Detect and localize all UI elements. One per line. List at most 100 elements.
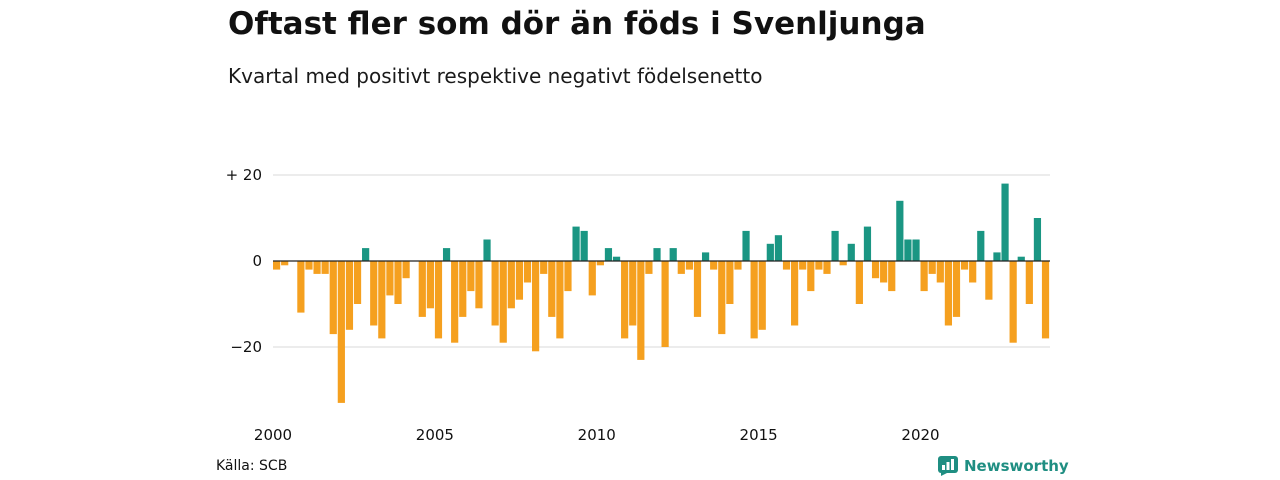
bar (337, 261, 345, 403)
bar (896, 200, 904, 261)
bar (904, 239, 912, 261)
bar (750, 261, 758, 339)
bar (394, 261, 402, 304)
bar-chart: + 20 0 −20 2000 2005 2010 2015 2020 (226, 166, 1050, 444)
bar (1033, 218, 1042, 261)
x-tick-label: 2010 (578, 426, 616, 444)
x-tick-label: 2020 (901, 426, 939, 444)
bar (791, 261, 799, 326)
bar (434, 261, 443, 339)
bar (273, 261, 281, 270)
bar (297, 261, 305, 313)
bar (281, 261, 289, 266)
bar (1025, 261, 1033, 304)
source-note: Källa: SCB (216, 458, 288, 474)
bar (985, 261, 993, 300)
bar (1001, 183, 1009, 261)
bar (572, 226, 580, 261)
bar (426, 261, 434, 309)
bar (718, 261, 726, 335)
bar (936, 261, 944, 283)
bar (475, 261, 483, 309)
newsworthy-logo: Newsworthy (938, 456, 1069, 476)
y-tick-label: −20 (230, 338, 262, 356)
bar (774, 235, 783, 261)
bar (701, 252, 710, 261)
bar (653, 248, 661, 261)
y-tick-label: 0 (252, 252, 262, 270)
bar (969, 261, 977, 283)
bar (507, 261, 515, 309)
bar (321, 261, 329, 274)
bar (960, 261, 969, 270)
bar (693, 261, 702, 317)
bar (928, 261, 936, 274)
bar (459, 261, 467, 317)
bar (418, 261, 426, 317)
bar (815, 261, 823, 270)
bar (612, 256, 621, 261)
x-tick-label: 2005 (416, 426, 454, 444)
bar (370, 261, 378, 326)
bar (386, 261, 394, 296)
bar (855, 261, 863, 304)
bar (685, 261, 693, 270)
bar (588, 261, 596, 296)
bar (710, 261, 718, 270)
bar (952, 261, 961, 317)
bar (661, 261, 669, 347)
chart-title: Oftast fler som dör än föds i Svenljunga (228, 6, 926, 42)
bar (313, 261, 321, 274)
bar (499, 261, 507, 343)
bar (378, 261, 386, 339)
bar (920, 261, 928, 292)
bar (564, 261, 572, 292)
x-tick-label: 2015 (740, 426, 778, 444)
bar (677, 261, 685, 274)
bar (442, 248, 451, 261)
bar (548, 261, 556, 317)
chart-subtitle: Kvartal med positivt respektive negativt… (228, 64, 763, 88)
bar (402, 261, 410, 279)
bar (305, 261, 313, 270)
newsworthy-logo-icon (938, 456, 958, 476)
bar (467, 261, 475, 292)
bar (629, 261, 637, 326)
bar (596, 261, 604, 266)
bar (726, 261, 734, 304)
bar (362, 248, 370, 261)
bar (1009, 261, 1017, 343)
bar (993, 252, 1001, 261)
bar (742, 230, 750, 261)
bar (880, 261, 888, 283)
bar (637, 261, 645, 360)
bar (847, 243, 855, 261)
bar (766, 243, 774, 261)
x-tick-label: 2000 (254, 426, 292, 444)
bar (782, 261, 791, 270)
bar (491, 261, 499, 326)
y-tick-label: + 20 (226, 166, 262, 184)
bar (515, 261, 524, 300)
bar (944, 261, 952, 326)
bar (621, 261, 629, 339)
bar (888, 261, 896, 292)
bar (451, 261, 459, 343)
bar (353, 261, 362, 304)
brand-name: Newsworthy (964, 457, 1069, 475)
bar (758, 261, 766, 330)
bar (540, 261, 548, 274)
bar (523, 261, 532, 283)
bar (329, 261, 337, 335)
bar (483, 239, 491, 261)
bar (831, 230, 839, 261)
bar (799, 261, 807, 270)
bar (1017, 256, 1025, 261)
bar (645, 261, 653, 274)
bar (871, 261, 880, 279)
bar (734, 261, 742, 270)
bar (556, 261, 564, 339)
bar (532, 261, 540, 352)
bar (839, 261, 847, 266)
bar (863, 226, 872, 261)
